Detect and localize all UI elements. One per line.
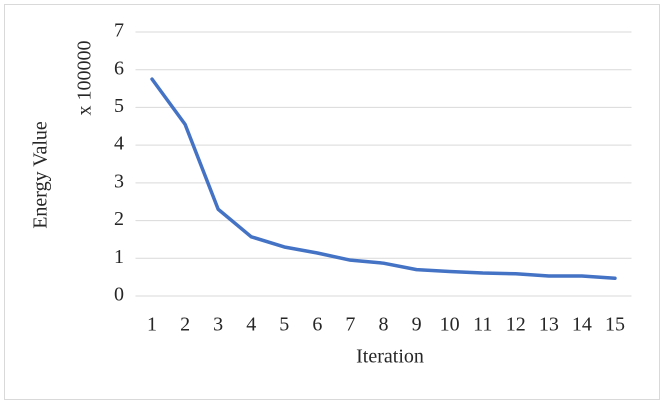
x-tick-label: 14 xyxy=(572,314,592,336)
x-axis-label: Iteration xyxy=(356,346,424,368)
y-axis-label: Energy Value xyxy=(30,121,52,229)
y-tick-label: 0 xyxy=(114,284,124,306)
data-line xyxy=(150,77,617,281)
y-tick-label: 3 xyxy=(114,170,124,192)
y-unit-label: x 100000 xyxy=(74,41,96,116)
x-tick-label: 2 xyxy=(180,314,190,336)
x-tick-label: 8 xyxy=(379,314,389,336)
y-tick-label: 2 xyxy=(114,208,124,230)
x-tick-label: 9 xyxy=(412,314,422,336)
x-tick-label: 4 xyxy=(246,314,256,336)
y-tick-label: 1 xyxy=(114,246,124,268)
x-tick-label: 5 xyxy=(279,314,289,336)
x-tick-label: 1 xyxy=(147,314,157,336)
y-tick-label: 5 xyxy=(114,95,124,117)
x-tick-label: 3 xyxy=(213,314,223,336)
x-tick-label: 12 xyxy=(506,314,526,336)
x-tick-label: 15 xyxy=(605,314,625,336)
x-tick-label: 10 xyxy=(440,314,460,336)
y-tick-label: 6 xyxy=(114,57,124,79)
y-tick-label: 7 xyxy=(114,20,124,42)
x-tick-label: 11 xyxy=(473,314,492,336)
y-tick-label: 4 xyxy=(114,133,124,155)
x-tick-label: 6 xyxy=(312,314,322,336)
x-tick-label: 13 xyxy=(539,314,559,336)
chart-frame xyxy=(4,4,660,400)
x-tick-label: 7 xyxy=(345,314,355,336)
